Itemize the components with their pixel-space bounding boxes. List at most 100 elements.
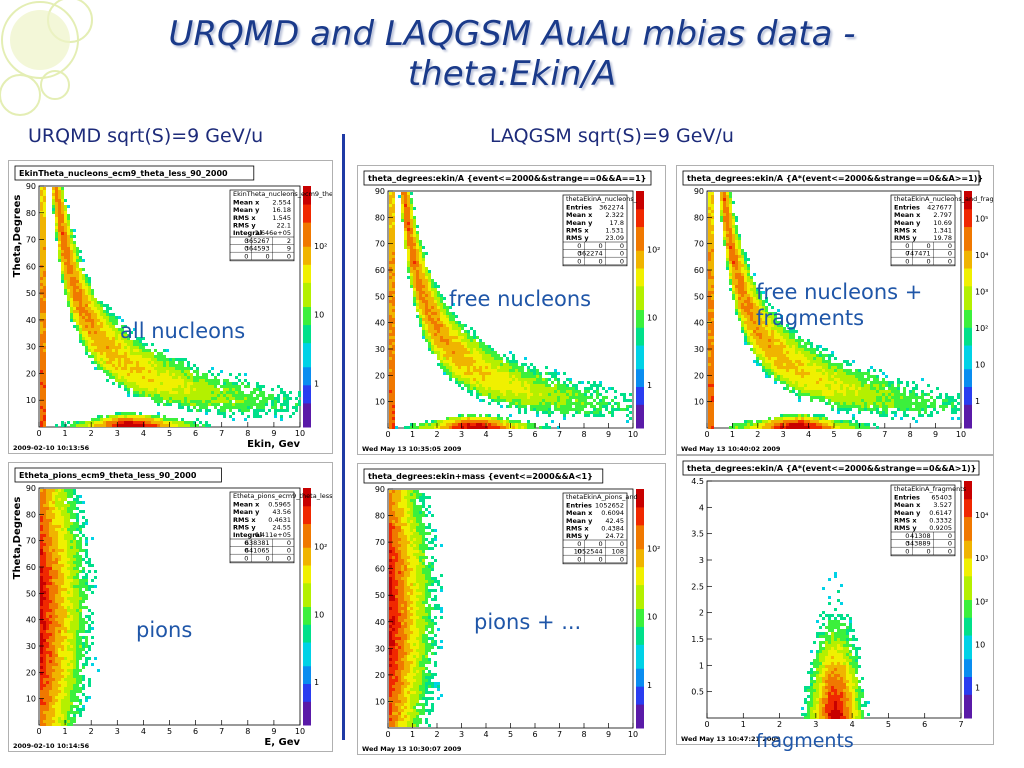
x-tick-label: 1 xyxy=(410,430,415,439)
y-tick-label: 20 xyxy=(26,369,36,378)
stats-grid-cell: 0 xyxy=(905,547,909,555)
histogram-title: EkinTheta_nucleons_ecm9_theta_less_90_20… xyxy=(19,169,228,178)
x-tick-label: 4 xyxy=(141,727,146,736)
stats-value: 0.6094 xyxy=(601,509,624,517)
x-tick-label: 5 xyxy=(831,430,836,439)
stats-key: Mean y xyxy=(566,219,593,227)
stats-key: Mean y xyxy=(233,508,260,516)
stats-value: 42.45 xyxy=(605,517,624,525)
x-tick-label: 7 xyxy=(557,430,562,439)
x-tick-label: 6 xyxy=(922,720,927,729)
stats-value: 0.9205 xyxy=(929,524,952,532)
stats-title: thetaEkinA_nucleons_and_fragments xyxy=(894,195,993,203)
histogram-title-box xyxy=(14,467,222,483)
label-free-nucleons-plus-line1: free nucleons + xyxy=(756,280,923,304)
stats-grid-cell: 0 xyxy=(905,540,909,548)
histogram-svg: theta_degrees:ekin/A {event<=2000&&stran… xyxy=(362,170,660,453)
stats-key: RMS x xyxy=(566,226,589,234)
color-scale-label: 1 xyxy=(647,681,652,690)
y-tick-label: 80 xyxy=(375,512,385,521)
stats-value: 2.554 xyxy=(272,199,291,207)
stats-grid-cell: 0 xyxy=(287,547,291,555)
stats-key: Integral xyxy=(233,229,262,237)
histogram-title-box xyxy=(363,170,652,186)
label-pions: pions xyxy=(136,618,193,642)
y-tick-label: 0.5 xyxy=(691,688,704,697)
stats-grid-cell: 0 xyxy=(577,555,581,563)
y-tick-label: 70 xyxy=(26,236,36,245)
x-tick-label: 1 xyxy=(63,429,68,438)
x-tick-label: 3 xyxy=(781,430,786,439)
stats-value: 0.3332 xyxy=(929,516,952,524)
stats-grid-cell: 0 xyxy=(948,242,952,250)
stats-title: Etheta_pions_ecm9_theta_less_90_2000 xyxy=(233,492,332,500)
y-tick-label: 20 xyxy=(375,371,385,380)
stats-key: Mean x xyxy=(233,501,260,509)
stats-value: 1.531 xyxy=(605,226,624,234)
heatmap-cells xyxy=(708,192,960,429)
stats-key: Mean y xyxy=(566,517,593,525)
y-tick-label: 60 xyxy=(26,262,36,271)
y-tick-label: 4.5 xyxy=(691,477,704,486)
y-tick-label: 90 xyxy=(26,484,36,493)
stats-grid-cell: 0 xyxy=(577,257,581,265)
y-tick-label: 90 xyxy=(375,485,385,494)
color-scale-label: 10 xyxy=(647,613,657,622)
x-tick-label: 9 xyxy=(933,430,938,439)
histogram-title-box xyxy=(682,460,980,476)
timestamp: Wed May 13 10:40:02 2009 xyxy=(681,445,781,453)
y-tick-label: 60 xyxy=(694,266,704,275)
stats-key: Mean x xyxy=(233,199,260,207)
stats-grid-cell: 0 xyxy=(948,540,952,548)
stats-key: Entries xyxy=(566,204,592,212)
y-tick-label: 80 xyxy=(26,209,36,218)
stats-key: Mean x xyxy=(566,509,593,517)
y-tick-label: 50 xyxy=(375,292,385,301)
y-tick-label: 40 xyxy=(375,319,385,328)
stats-grid-cell: 0 xyxy=(599,555,603,563)
color-scale-label: 10² xyxy=(314,242,327,251)
stats-grid-cell: 0 xyxy=(599,242,603,250)
stats-key: Mean y xyxy=(233,206,260,214)
stats-grid-cell: 0 xyxy=(287,554,291,562)
stats-box xyxy=(229,491,295,564)
x-tick-label: 0 xyxy=(704,720,709,729)
x-tick-label: 6 xyxy=(532,430,537,439)
color-scale-label: 10² xyxy=(975,597,988,606)
y-tick-label: 80 xyxy=(694,213,704,222)
stats-grid-cell: 1052544 xyxy=(574,548,603,556)
timestamp: Wed May 13 10:35:05 2009 xyxy=(362,445,462,453)
x-tick-label: 0 xyxy=(36,429,41,438)
y-tick-label: 10 xyxy=(375,398,385,407)
x-tick-label: 6 xyxy=(193,429,198,438)
x-tick-label: 0 xyxy=(385,730,390,739)
x-axis-label: Ekin, Gev xyxy=(247,439,300,450)
x-tick-label: 3 xyxy=(459,430,464,439)
stats-box xyxy=(229,189,295,262)
y-tick-label: 70 xyxy=(375,240,385,249)
color-scale-label: 10 xyxy=(314,610,324,619)
x-tick-label: 10 xyxy=(956,430,966,439)
x-tick-label: 10 xyxy=(295,429,305,438)
histogram-title-box xyxy=(363,468,604,484)
color-scale-label: 10 xyxy=(647,313,657,322)
y-tick-label: 80 xyxy=(26,510,36,519)
x-tick-label: 7 xyxy=(219,727,224,736)
stats-grid-cell: 0 xyxy=(577,242,581,250)
histogram-title: theta_degrees:ekin/A {A*(event<=2000&&st… xyxy=(687,174,983,183)
y-tick-label: 40 xyxy=(26,316,36,325)
color-scale-label: 10 xyxy=(975,360,985,369)
color-scale xyxy=(964,481,972,719)
color-scale-label: 10 xyxy=(975,640,985,649)
stats-value: 3.527 xyxy=(933,501,952,509)
x-tick-label: 2 xyxy=(89,429,94,438)
y-tick-label: 60 xyxy=(375,266,385,275)
stats-value: 0.6147 xyxy=(929,509,952,517)
stats-grid-cell: 0 xyxy=(599,257,603,265)
stats-title: thetaEkinA_nucleons_ xyxy=(566,195,638,203)
y-axis-label: Theta,Degrees xyxy=(12,497,23,580)
stats-value: 10.69 xyxy=(933,219,952,227)
color-scale-label: 10³ xyxy=(975,554,988,563)
stats-grid-cell: 2 xyxy=(287,237,291,245)
stats-key: RMS x xyxy=(566,524,589,532)
